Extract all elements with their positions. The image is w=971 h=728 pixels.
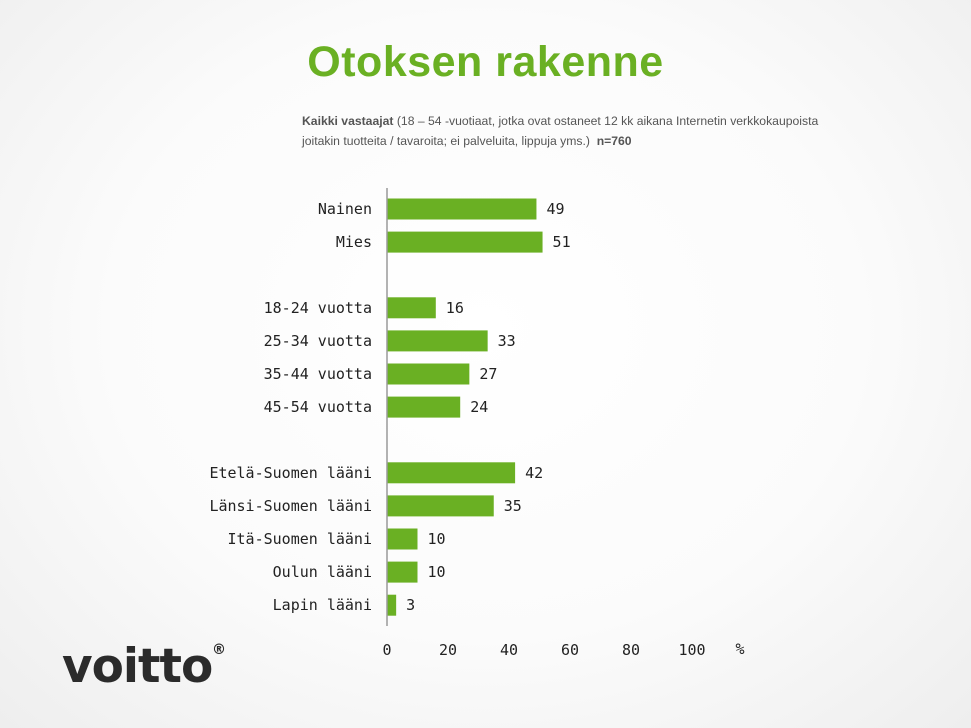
bar-2 bbox=[387, 231, 543, 253]
data-label: 35 bbox=[504, 497, 522, 515]
data-label: 33 bbox=[498, 332, 516, 350]
logo-text: voitto bbox=[62, 639, 212, 694]
bar-5 bbox=[387, 363, 470, 385]
x-tick-label: 100 bbox=[678, 641, 705, 659]
x-tick-label: 80 bbox=[622, 641, 640, 659]
category-label: Länsi-Suomen lääni bbox=[209, 497, 372, 515]
bar-7 bbox=[387, 462, 516, 484]
slide-subtitle: Kaikki vastaajat (18 – 54 -vuotiaat, jot… bbox=[302, 111, 822, 151]
data-label: 24 bbox=[470, 398, 488, 416]
subtitle-lead: Kaikki vastaajat bbox=[302, 114, 394, 128]
data-label: 3 bbox=[406, 596, 415, 614]
slide-title: Otoksen rakenne bbox=[307, 38, 664, 86]
bar-9 bbox=[387, 528, 418, 550]
category-label: Etelä-Suomen lääni bbox=[209, 464, 372, 482]
bar-10 bbox=[387, 561, 418, 583]
category-label: Itä-Suomen lääni bbox=[228, 530, 373, 548]
category-label: 25-34 vuotta bbox=[264, 332, 372, 350]
category-label: Oulun lääni bbox=[273, 563, 372, 581]
bar-11 bbox=[387, 594, 397, 616]
x-tick-label: 20 bbox=[439, 641, 457, 659]
data-label: 51 bbox=[553, 233, 571, 251]
data-label: 42 bbox=[525, 464, 543, 482]
registered-mark-icon: ® bbox=[212, 642, 226, 658]
voitto-logo: voitto ® bbox=[62, 639, 226, 694]
data-label: 10 bbox=[428, 530, 446, 548]
category-label: 35-44 vuotta bbox=[264, 365, 372, 383]
sample-size: n=760 bbox=[596, 134, 632, 148]
bar-4 bbox=[387, 330, 488, 352]
subtitle-text: (18 – 54 -vuotiaat, jotka ovat ostaneet … bbox=[302, 114, 819, 148]
bar-6 bbox=[387, 396, 461, 418]
category-label: Lapin lääni bbox=[273, 596, 372, 614]
category-label: Mies bbox=[336, 233, 372, 251]
category-label: 45-54 vuotta bbox=[264, 398, 372, 416]
x-tick-label: 60 bbox=[561, 641, 579, 659]
bar-1 bbox=[387, 198, 537, 220]
bar-3 bbox=[387, 297, 436, 319]
x-tick-label: 40 bbox=[500, 641, 518, 659]
data-label: 10 bbox=[428, 563, 446, 581]
category-label: 18-24 vuotta bbox=[264, 299, 372, 317]
data-label: 27 bbox=[479, 365, 497, 383]
data-label: 49 bbox=[546, 200, 564, 218]
x-tick-label: 0 bbox=[382, 641, 391, 659]
category-label: Nainen bbox=[318, 200, 372, 218]
x-unit-label: % bbox=[735, 640, 744, 658]
bar-8 bbox=[387, 495, 494, 517]
data-label: 16 bbox=[446, 299, 464, 317]
